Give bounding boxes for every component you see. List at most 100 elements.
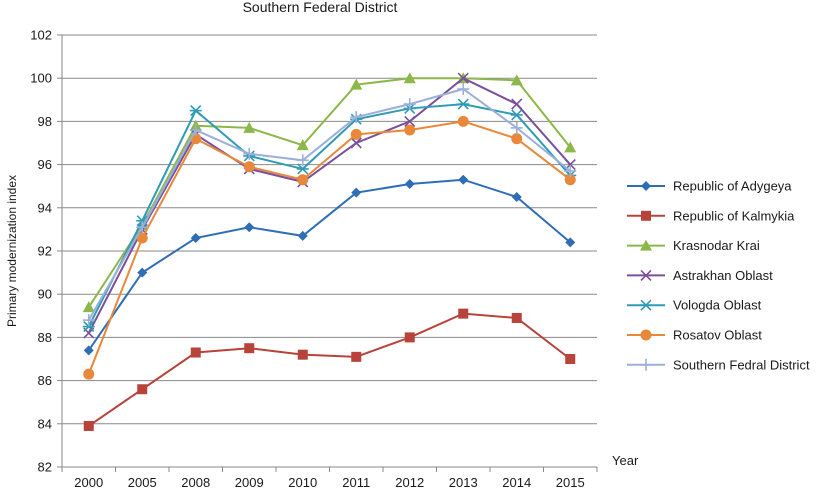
series-5 [83,115,576,380]
legend-label: Krasnodar Krai [673,238,760,253]
data-point [296,163,309,175]
data-point [457,115,469,127]
series-line [87,77,572,308]
y-tick-label: 98 [38,114,52,129]
data-point [404,124,416,136]
legend-marker [641,181,651,191]
data-point [511,98,523,110]
data-point [564,141,577,153]
x-tick-label: 2010 [288,475,317,490]
legend-label: Republic of Kalmykia [673,208,795,223]
data-point [351,187,362,198]
data-point [403,72,416,84]
data-point [350,137,362,149]
data-point [458,174,469,185]
data-point [403,98,416,111]
data-point [404,332,415,343]
data-point [351,351,362,362]
data-point [83,345,94,356]
y-tick-label: 102 [30,28,52,43]
series-line [87,77,571,334]
data-point [136,221,149,234]
data-point [296,154,309,167]
data-point [137,267,148,278]
data-point [511,192,522,202]
legend: Republic of Adygeya Republic of Kalmykia K… [627,179,810,372]
data-point [136,232,148,244]
series-1 [83,308,576,431]
y-tick-label: 90 [38,287,52,302]
y-tick-label: 86 [38,373,52,388]
data-point [457,98,470,110]
y-tick-label: 92 [38,244,52,259]
data-point [189,105,202,117]
legend-label: Astrakhan Oblast [673,268,773,283]
series-line [87,178,571,351]
series-line [87,120,571,375]
data-point [244,222,255,233]
legend-item: Republic of Adygeya [627,179,792,194]
data-point [350,128,362,140]
data-point [82,321,95,333]
legend-marker [640,269,652,281]
data-point [458,308,469,319]
data-point [82,314,95,327]
data-point [243,121,256,133]
series-0 [83,174,576,356]
data-point [565,237,576,248]
data-point [457,72,469,84]
data-point [297,349,308,360]
data-point [297,174,309,186]
data-point [457,83,470,95]
x-tick-label: 2012 [395,475,424,490]
data-point [243,161,255,173]
data-point [297,230,308,241]
y-tick-label: 100 [30,71,52,86]
series-line [88,312,571,427]
x-tick-label: 2005 [128,475,157,490]
x-tick-label: 2009 [235,475,264,490]
data-point [564,165,577,178]
y-tick-label: 94 [38,200,52,215]
legend-label: Republic of Adygeya [673,179,792,194]
legend-item: Astrakhan Oblast [627,268,773,283]
data-point [189,124,202,137]
x-tick-label: 2008 [181,475,210,490]
x-tick-label: 2014 [502,475,531,490]
data-point [83,420,94,431]
legend-marker [640,299,652,311]
legend-item: Vologda Oblast [627,298,762,313]
data-point [190,347,201,358]
legend-item: Rosatov Oblast [627,328,762,343]
y-tick-label: 82 [38,460,52,475]
y-axis-title: Primary modernization index [5,175,19,327]
legend-item: Southern Fedral District [627,357,810,372]
data-point [510,74,523,86]
legend-marker [640,239,652,251]
data-point [404,179,415,190]
x-axis-title: Year [612,453,639,468]
series-3 [83,72,576,339]
data-point [564,174,576,186]
data-point [510,121,523,134]
legend-label: Rosatov Oblast [673,328,762,343]
legend-item: Republic of Kalmykia [627,208,795,223]
legend-marker [641,210,651,221]
legend-label: Vologda Oblast [673,298,762,313]
data-point [511,312,522,323]
data-point [565,354,576,364]
data-point [243,147,256,160]
y-tick-label: 84 [38,416,52,431]
x-tick-label: 2013 [449,475,478,490]
data-point [137,384,148,395]
legend-item: Krasnodar Krai [627,238,760,253]
data-point [83,368,95,380]
data-point [350,111,363,124]
legend-label: Southern Fedral District [673,357,810,372]
series-6 [82,83,577,327]
chart-title: Southern Federal District [243,0,398,15]
data-point [244,343,255,354]
x-tick-label: 2011 [342,475,370,490]
legend-marker [640,329,652,341]
